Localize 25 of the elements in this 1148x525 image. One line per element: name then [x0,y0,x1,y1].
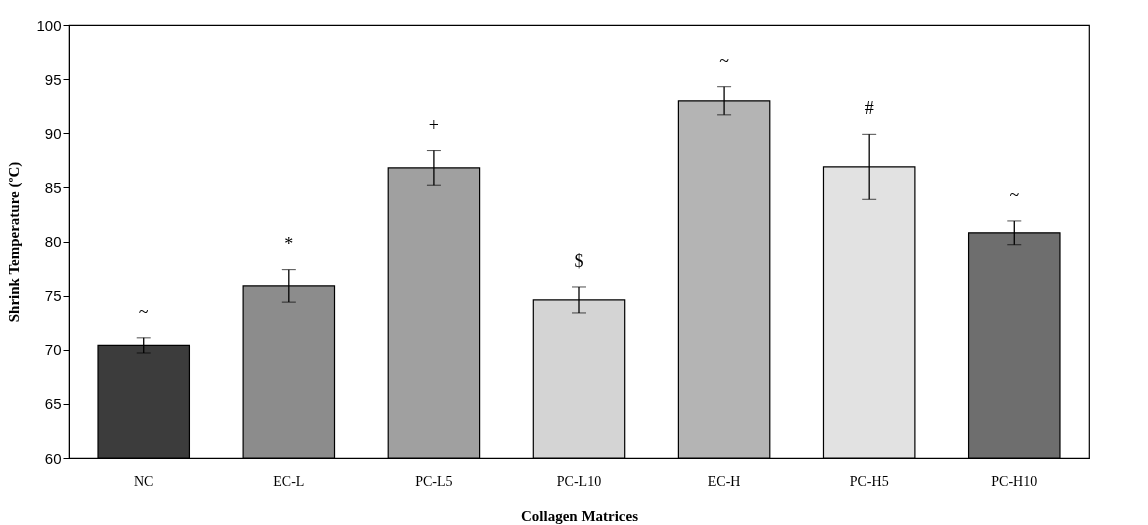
x-tick-label: PC-H10 [991,473,1038,489]
y-tick-label: 60 [44,449,62,467]
y-tick-label: 75 [44,287,62,305]
x-tick-label: PC-L5 [415,473,453,489]
annotation: + [428,114,439,135]
annotation: $ [574,250,584,271]
y-tick-label: 80 [44,233,62,250]
y-axis-title: Shrink Temperature (ºC) [6,161,24,323]
y-tick-label: 65 [44,395,62,413]
x-tick-label: NC [134,473,154,489]
y-tick-label: 70 [44,341,62,359]
x-tick-label: EC-H [707,473,741,489]
annotation: ~ [719,50,730,71]
x-tick-label: PC-H5 [849,473,889,489]
annotation: * [284,233,294,254]
annotation: ~ [138,301,149,322]
x-tick-label: EC-L [273,473,305,489]
x-axis-title: Collagen Matrices [520,507,639,524]
y-tick-label: 90 [44,124,62,142]
y-tick-label: 85 [44,178,62,196]
x-tick-label: PC-L10 [556,473,602,489]
annotation: ~ [1009,184,1020,205]
y-tick-label: 95 [44,70,62,88]
y-tick-label: 100 [36,16,62,34]
annotation: # [864,98,874,119]
